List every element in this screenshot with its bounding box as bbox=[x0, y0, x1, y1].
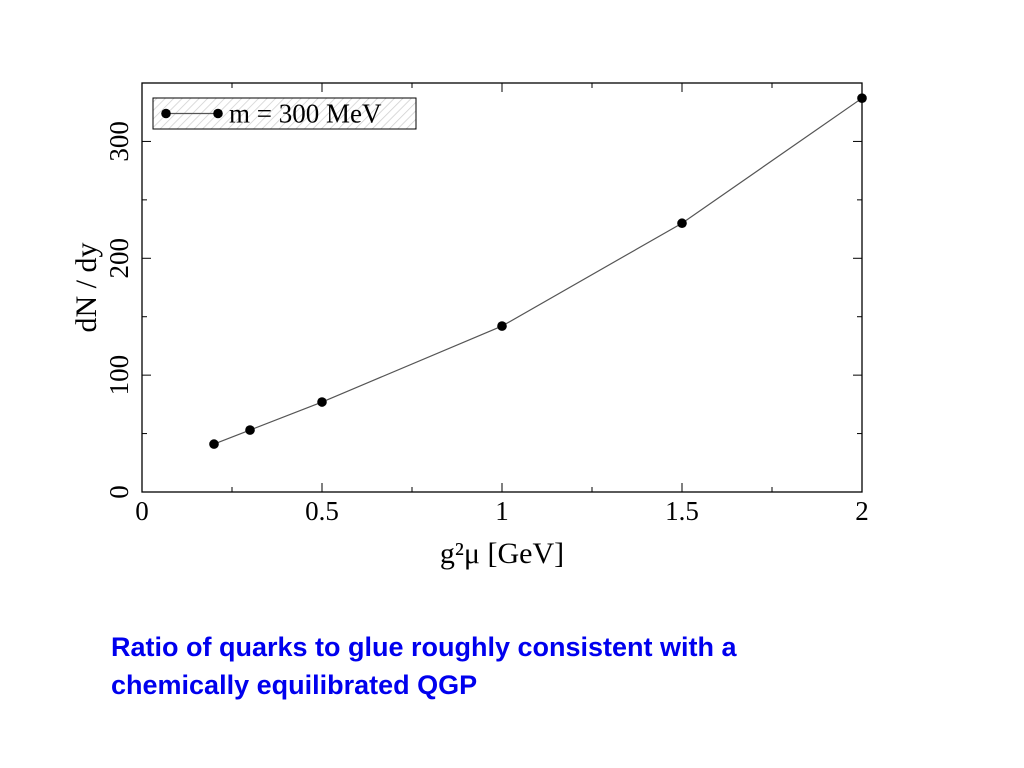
data-point bbox=[857, 93, 867, 103]
y-axis-label: dN / dy bbox=[70, 243, 103, 333]
legend-label: m = 300 MeV bbox=[229, 99, 382, 129]
x-tick-label: 0 bbox=[135, 496, 149, 526]
y-tick-label: 300 bbox=[104, 121, 134, 162]
x-tick-label: 2 bbox=[855, 496, 869, 526]
y-tick-label: 100 bbox=[104, 355, 134, 396]
y-tick-label: 0 bbox=[104, 485, 134, 499]
caption: Ratio of quarks to glue roughly consiste… bbox=[111, 628, 991, 704]
data-point bbox=[317, 397, 327, 407]
x-axis-label: g²μ [GeV] bbox=[440, 537, 564, 570]
x-tick-label: 1 bbox=[495, 496, 509, 526]
data-point bbox=[245, 425, 255, 435]
data-point bbox=[677, 218, 687, 229]
caption-line-2: chemically equilibrated QGP bbox=[111, 670, 478, 700]
x-tick-label: 0.5 bbox=[305, 496, 339, 526]
legend-marker bbox=[161, 108, 171, 119]
data-point bbox=[497, 321, 507, 331]
chart: 0 0.5 1 1.5 2 0 100 200 300 g²μ [GeV] dN / dy m = 3… bbox=[70, 82, 869, 570]
caption-line-1: Ratio of quarks to glue roughly consiste… bbox=[111, 632, 737, 662]
x-tick-label: 1.5 bbox=[665, 496, 699, 526]
legend-marker bbox=[213, 108, 223, 119]
data-point bbox=[209, 439, 219, 449]
series-line bbox=[213, 97, 863, 445]
y-tick-label: 200 bbox=[104, 238, 134, 279]
